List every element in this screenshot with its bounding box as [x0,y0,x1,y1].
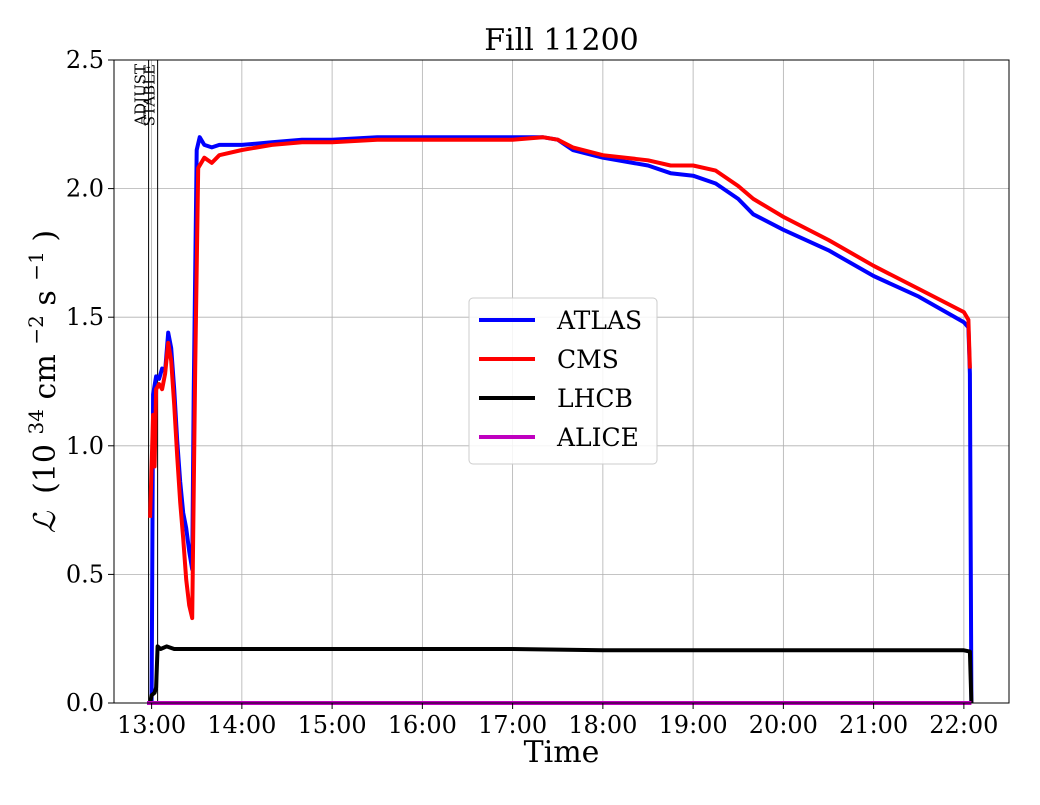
y-axis-unit-cm: cm [28,354,63,399]
legend-label-atlas: ATLAS [556,306,642,335]
event-label-adjust: ADJUST [132,64,150,127]
x-axis-title: Time [524,735,600,770]
x-tick-labels: 13:00 14:00 15:00 16:00 17:00 18:00 19:00 20:00… [117,711,998,739]
y-axis-symbol: ℒ [28,510,63,533]
y-axis-exp-34: 34 [24,409,48,434]
legend: ATLAS CMS LHCB ALICE [468,297,658,465]
y-tick-label-1-5: 1.5 [66,303,104,331]
series-line-atlas [147,135,974,705]
y-tick-label-2-0: 2.0 [66,175,104,203]
legend-label-cms: CMS [557,345,619,374]
y-tick-label-2-5: 2.5 [66,46,104,74]
x-tick-label-18-00: 18:00 [568,711,637,739]
legend-label-lhcb: LHCB [557,384,633,413]
y-axis-exp-cm: −2 [24,315,48,344]
legend-label-alice: ALICE [556,423,639,452]
event-label-stable: STABLE [141,64,159,126]
x-tick-label-21-00: 21:00 [839,711,908,739]
y-tick-label-0-5: 0.5 [66,560,104,588]
y-axis-unit-s: s [28,290,63,305]
x-tick-label-15-00: 15:00 [298,711,367,739]
x-tick-label-19-00: 19:00 [659,711,728,739]
y-axis-unit-open: (10 [28,444,63,494]
series-line-lhcb [148,644,974,704]
tick-marks [108,59,965,709]
x-tick-label-22-00: 22:00 [929,711,998,739]
y-axis-title: ℒ (10 34 cm −2 s −1 ) [24,230,63,533]
plot-frame [113,59,1010,704]
x-tick-label-13-00: 13:00 [117,711,186,739]
y-tick-label-0-0: 0.0 [66,689,104,717]
x-tick-label-20-00: 20:00 [749,711,818,739]
x-tick-label-17-00: 17:00 [478,711,547,739]
y-axis-unit-close: ) [28,230,63,242]
legend-box [468,297,658,465]
y-tick-label-1-0: 1.0 [66,432,104,460]
y-axis-exp-s: −1 [24,251,48,280]
x-tick-label-14-00: 14:00 [207,711,276,739]
series-line-cms [148,135,972,621]
x-tick-label-16-00: 16:00 [388,711,457,739]
chart-title: Fill 11200 [484,23,639,58]
y-tick-labels: 0.0 0.5 1.0 1.5 2.0 2.5 [66,46,104,717]
